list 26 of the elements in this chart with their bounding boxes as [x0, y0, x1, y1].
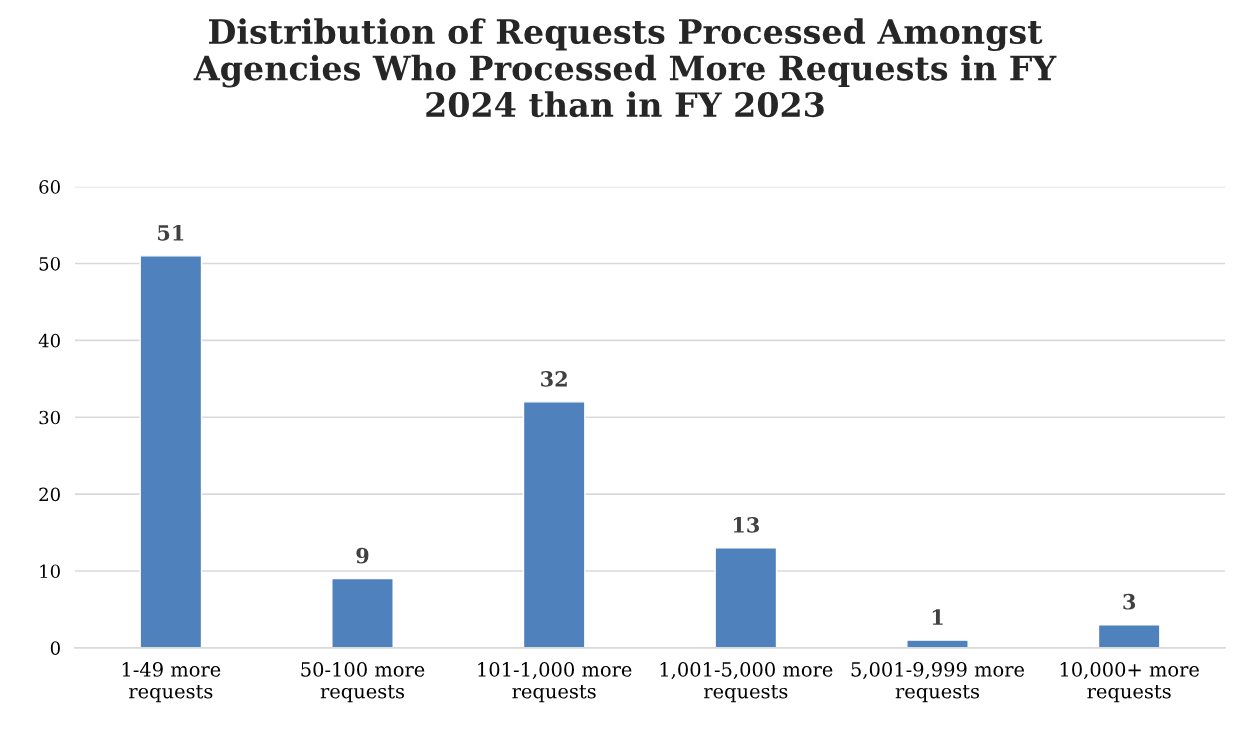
x-tick-label: 1,001-5,000 more requests	[660, 662, 833, 703]
data-label: 13	[733, 517, 759, 533]
bar	[1097, 624, 1161, 648]
bar	[139, 255, 203, 648]
data-label: 9	[356, 547, 369, 564]
data-label: 32	[541, 370, 567, 387]
data-label: 51	[158, 224, 184, 241]
chart-title: Distribution of Requests Processed Amongst Agencies Who Processed More Requests in FY 2024 than in FY 2023	[193, 18, 1057, 118]
y-tick-label: 20	[39, 487, 60, 502]
data-label: 1	[932, 609, 943, 625]
y-tick-label: 0	[50, 641, 60, 655]
x-tick-label: 1-49 more requests	[122, 662, 221, 703]
y-tick-label: 40	[38, 333, 60, 348]
bar	[906, 639, 969, 648]
bar	[331, 577, 394, 648]
x-tick-label: 5,001-9,999 more requests	[851, 662, 1025, 703]
bar	[714, 547, 778, 648]
bar	[522, 401, 586, 648]
x-tick-label: 50-100 more requests	[301, 662, 425, 703]
y-tick-label: 30	[39, 410, 60, 425]
data-label: 3	[1123, 593, 1136, 610]
y-tick-label: 50	[39, 256, 60, 271]
y-tick-label: 60	[39, 180, 60, 194]
y-tick-label: 10	[40, 564, 60, 579]
x-tick-label: 10,000+ more requests	[1060, 662, 1199, 703]
x-tick-label: 101-1,000 more requests	[478, 662, 632, 703]
